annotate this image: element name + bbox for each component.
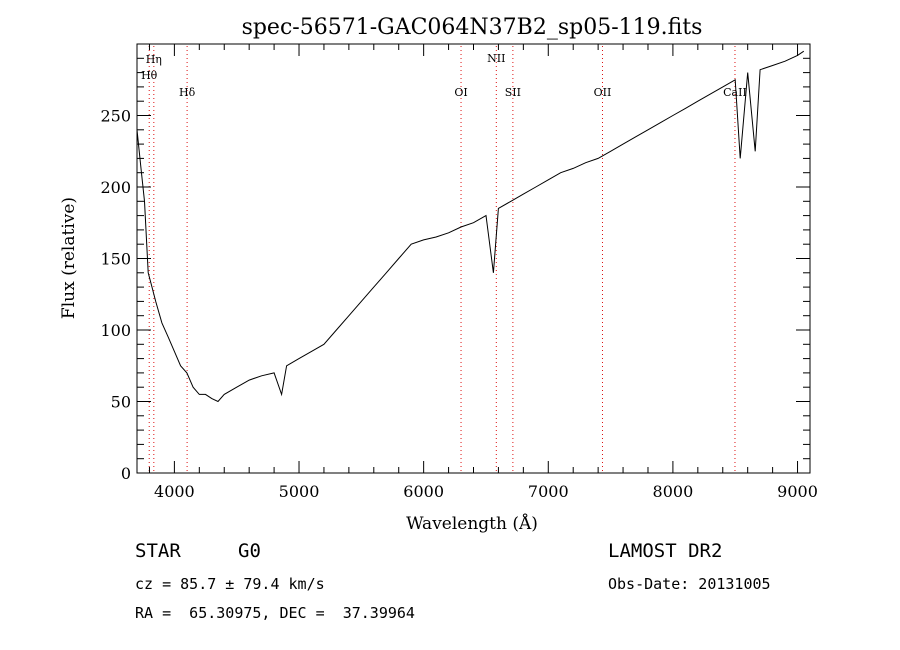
- object-subclass: G0: [238, 540, 261, 562]
- y-tick-label: 150: [100, 250, 131, 269]
- y-tick-label: 100: [100, 321, 131, 340]
- chart-title: spec-56571-GAC064N37B2_sp05-119.fits: [242, 15, 703, 40]
- obs-date: Obs-Date: 20131005: [608, 575, 771, 593]
- x-tick-label: 8000: [653, 482, 694, 501]
- object-type: STAR: [135, 540, 181, 562]
- x-tick-label: 5000: [279, 482, 320, 501]
- line-marker-label: NII: [487, 52, 505, 65]
- line-marker-label: Hθ: [141, 69, 158, 82]
- y-tick-label: 0: [121, 464, 131, 483]
- y-axis: 0 50 100 150 200 250: [100, 57, 810, 483]
- line-marker-label: OII: [594, 86, 612, 99]
- line-marker-label: CaII: [723, 86, 747, 99]
- x-tick-label: 9000: [777, 482, 818, 501]
- line-markers: Hη Hθ Hδ OI NII SII OII CaII: [141, 46, 747, 473]
- line-marker-label: Hη: [146, 53, 162, 66]
- plot-frame: [136, 43, 811, 474]
- x-axis-label: Wavelength (Å): [406, 513, 538, 534]
- y-axis-label: Flux (relative): [59, 197, 79, 319]
- line-marker-label: SII: [505, 86, 521, 99]
- y-tick-label: 250: [100, 107, 131, 126]
- coordinates: RA = 65.30975, DEC = 37.39964: [135, 604, 415, 622]
- x-tick-label: 7000: [528, 482, 569, 501]
- y-tick-label: 50: [111, 393, 131, 412]
- line-marker-label: Hδ: [179, 86, 196, 99]
- y-tick-label: 200: [100, 178, 131, 197]
- x-tick-label: 6000: [403, 482, 444, 501]
- x-axis: 4000 5000 6000 7000 8000 9000: [148, 44, 818, 501]
- spectrum-line: [136, 50, 805, 403]
- survey-name: LAMOST DR2: [608, 540, 723, 562]
- redshift-info: cz = 85.7 ± 79.4 km/s: [135, 575, 325, 593]
- x-tick-label: 4000: [154, 482, 195, 501]
- line-marker-label: OI: [454, 86, 467, 99]
